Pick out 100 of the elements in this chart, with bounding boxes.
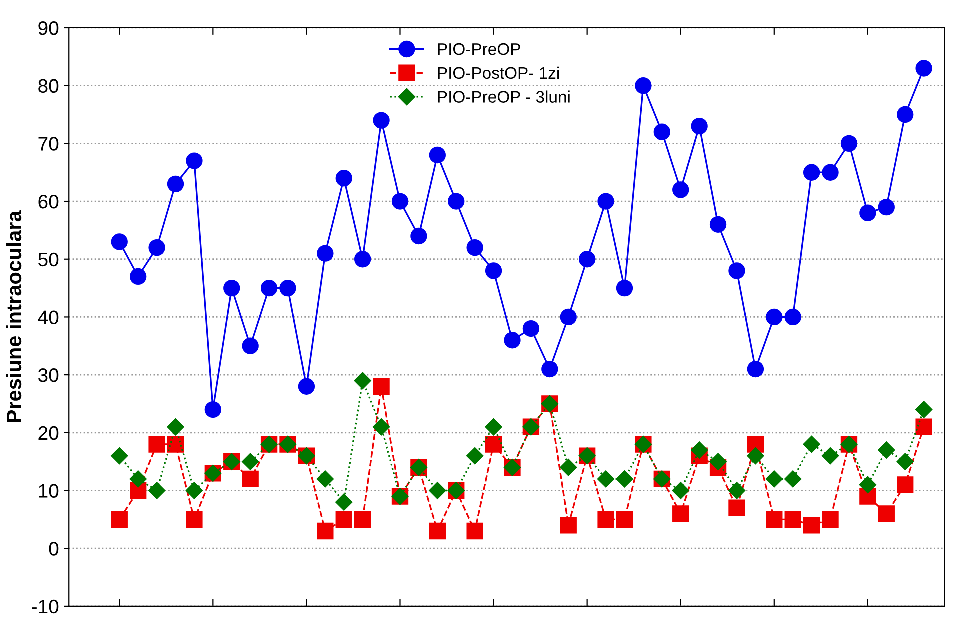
- point: [784, 308, 802, 326]
- point: [354, 511, 372, 528]
- point: [372, 418, 390, 436]
- point: [560, 517, 577, 534]
- point: [466, 448, 484, 465]
- point: [522, 320, 540, 338]
- point: [448, 193, 465, 210]
- point: [373, 112, 390, 129]
- point: [148, 436, 166, 453]
- y-tick-label: 40: [38, 310, 59, 324]
- point: [635, 78, 652, 94]
- point: [298, 378, 316, 395]
- point: [897, 476, 914, 494]
- point: [429, 146, 446, 164]
- legend-label: PIO-PreOP - 3luni: [438, 90, 570, 103]
- point: [242, 470, 259, 488]
- point: [691, 442, 708, 459]
- point: [878, 506, 895, 522]
- point: [672, 482, 690, 500]
- point: [316, 470, 334, 488]
- point: [466, 522, 484, 540]
- y-tick-label: 90: [38, 21, 59, 36]
- point: [542, 360, 558, 378]
- point: [728, 482, 746, 500]
- point: [111, 448, 128, 465]
- point: [766, 511, 783, 528]
- point: [578, 251, 596, 268]
- point: [878, 198, 895, 216]
- point: [429, 522, 446, 540]
- point: [354, 251, 372, 268]
- point: [260, 280, 278, 297]
- point: [336, 511, 352, 528]
- point: [616, 511, 634, 528]
- point: [317, 245, 334, 262]
- point: [392, 193, 409, 210]
- point: [766, 308, 783, 326]
- point: [728, 262, 746, 280]
- point: [822, 511, 839, 528]
- point: [710, 453, 727, 470]
- point: [167, 436, 184, 453]
- point: [224, 280, 240, 297]
- point: [840, 135, 858, 152]
- point: [111, 511, 128, 528]
- point: [691, 118, 708, 135]
- point: [822, 164, 839, 181]
- point: [860, 204, 876, 222]
- point: [167, 176, 184, 193]
- point: [616, 280, 634, 297]
- point: [560, 459, 578, 476]
- point: [897, 106, 914, 124]
- point: [242, 338, 259, 354]
- point: [130, 268, 147, 286]
- point: [336, 170, 352, 187]
- point: [784, 511, 802, 528]
- point: [672, 182, 690, 198]
- point: [860, 488, 876, 505]
- y-tick-label: 10: [39, 484, 59, 498]
- point: [728, 500, 746, 516]
- point: [654, 124, 670, 140]
- point: [916, 60, 932, 77]
- point: [186, 482, 204, 500]
- point: [747, 360, 764, 378]
- point: [410, 228, 428, 245]
- y-tick-label: 60: [38, 194, 59, 209]
- y-tick-label: 70: [38, 137, 59, 151]
- point: [747, 448, 764, 465]
- y-tick-label: 20: [38, 426, 59, 440]
- point: [204, 401, 222, 418]
- point: [822, 448, 840, 465]
- point: [916, 418, 932, 436]
- point: [878, 442, 896, 459]
- point: [597, 470, 615, 488]
- point: [280, 280, 296, 297]
- point: [111, 234, 128, 250]
- point: [466, 239, 484, 256]
- point: [803, 517, 820, 534]
- point: [336, 494, 353, 511]
- point: [373, 378, 390, 395]
- point: [747, 436, 764, 453]
- point: [916, 401, 933, 418]
- point: [242, 453, 260, 470]
- point: [616, 470, 634, 488]
- point: [896, 453, 914, 470]
- point: [317, 522, 334, 540]
- point: [598, 511, 614, 528]
- legend-label: PIO-PreOP: [438, 43, 520, 56]
- point: [784, 470, 802, 488]
- point: [859, 476, 876, 494]
- point: [485, 436, 502, 453]
- point: [485, 418, 502, 436]
- point: [598, 193, 614, 210]
- point: [766, 470, 783, 488]
- point: [148, 482, 166, 500]
- point: [560, 308, 577, 326]
- y-tick-label: 0: [49, 542, 59, 556]
- point: [130, 470, 147, 488]
- point: [186, 152, 203, 170]
- point: [485, 262, 502, 280]
- y-tick-label: 80: [38, 79, 59, 94]
- y-tick-label: 50: [38, 252, 59, 267]
